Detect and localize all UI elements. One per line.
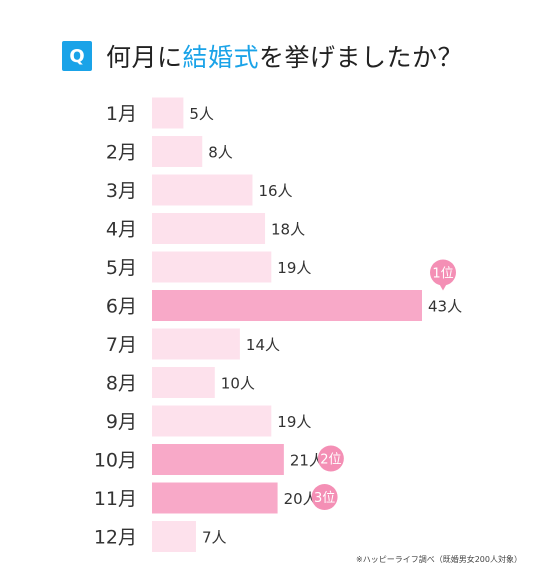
bar xyxy=(152,251,272,283)
month-label: 4月 xyxy=(106,219,137,241)
bar xyxy=(152,482,278,514)
rank-badge xyxy=(311,484,338,510)
bar xyxy=(152,521,196,552)
month-label: 8月 xyxy=(106,373,137,395)
value-label: 19人 xyxy=(277,413,311,431)
title-text: 何月に結婚式を挙げましたか？ xyxy=(106,38,463,74)
month-label: 12月 xyxy=(94,527,137,549)
bar xyxy=(152,97,184,129)
value-label: 19人 xyxy=(277,259,311,277)
rank-badge-pointer xyxy=(439,283,447,291)
value-label: 8人 xyxy=(208,144,233,162)
bar xyxy=(152,136,203,167)
footnote: ※ハッピーライフ調べ（既婚男女200人対象） xyxy=(356,555,522,564)
rank-label: 2位 xyxy=(320,453,341,468)
rank-badge xyxy=(317,445,344,472)
value-label: 21人 xyxy=(290,452,324,470)
bar xyxy=(152,444,284,475)
rank-label: 3位 xyxy=(314,491,335,506)
bar xyxy=(152,367,215,398)
title-highlight: 結婚式 xyxy=(182,43,260,72)
month-label: 1月 xyxy=(106,103,137,125)
chart-title: Q 何月に結婚式を挙げましたか？ xyxy=(62,38,463,74)
value-label: 10人 xyxy=(221,375,255,393)
value-label: 5人 xyxy=(189,105,214,123)
month-label: 3月 xyxy=(106,180,137,202)
rank-badge xyxy=(430,259,456,286)
month-label: 7月 xyxy=(106,334,137,356)
q-badge: Q xyxy=(62,41,92,71)
bar xyxy=(152,213,266,244)
month-label: 9月 xyxy=(106,411,137,433)
rank-label: 1位 xyxy=(432,267,453,282)
month-label: 11月 xyxy=(94,488,137,510)
value-label: 20人 xyxy=(284,490,318,508)
value-label: 16人 xyxy=(258,182,292,200)
month-label: 2月 xyxy=(106,142,137,164)
bar xyxy=(152,174,253,206)
value-label: 43人 xyxy=(428,298,462,316)
bar xyxy=(152,290,422,321)
value-label: 14人 xyxy=(246,336,280,354)
month-label: 6月 xyxy=(106,296,137,318)
title-post: を挙げましたか？ xyxy=(259,43,464,72)
title-pre: 何月に xyxy=(106,43,183,72)
bar xyxy=(152,328,240,360)
month-label: 5月 xyxy=(106,257,137,279)
month-label: 10月 xyxy=(94,450,137,472)
value-label: 18人 xyxy=(271,221,305,239)
bar xyxy=(152,405,272,437)
value-label: 7人 xyxy=(202,529,227,547)
